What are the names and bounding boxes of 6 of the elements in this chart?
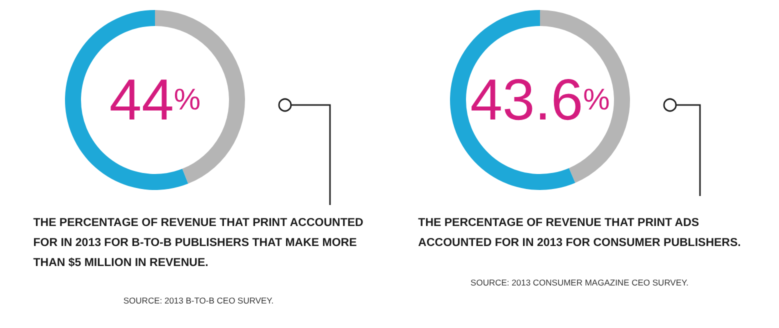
data-label: 43.6% — [470, 68, 610, 132]
text: THE PERCENTAGE OF REVENUE THAT PRINT ADS ACCOUNTED FOR IN 2013 FOR CONSUMER PUBLISHERS. — [418, 217, 741, 249]
source-note: SOURCE: 2013 CONSUMER MAGAZINE CEO SURVEY. — [470, 278, 688, 288]
text: THE PERCENTAGE OF REVENUE THAT PRINT ACCOUNTED FOR IN 2013 FOR B-TO-B PUBLISHERS THAT MAKE MORE THAN $5 MILLION IN REVENUE. — [33, 217, 364, 269]
data-label: 44% — [109, 68, 201, 132]
source-note: SOURCE: 2013 B-TO-B CEO SURVEY. — [123, 296, 274, 306]
